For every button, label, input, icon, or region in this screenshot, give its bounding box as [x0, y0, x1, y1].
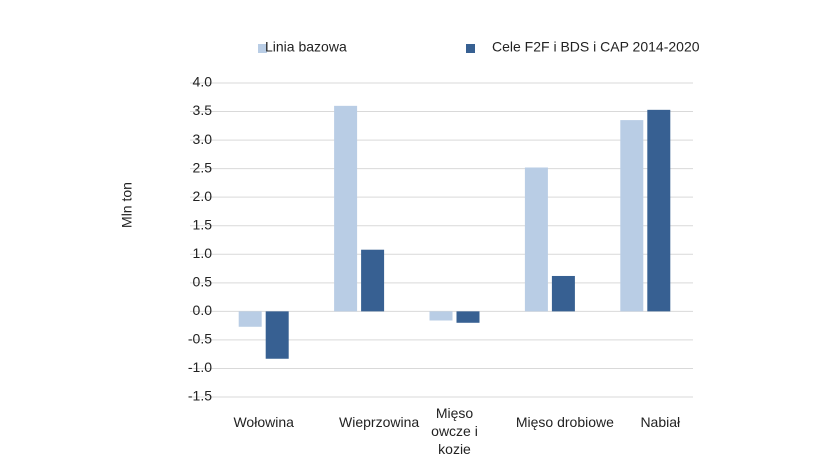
bar [361, 249, 385, 312]
y-tick-label: 0.5 [193, 274, 213, 290]
y-tick-label: -1.5 [188, 388, 212, 404]
bar [620, 120, 644, 312]
bar [524, 167, 548, 312]
y-tick-label: 4.0 [193, 74, 213, 90]
y-tick-label: 3.0 [193, 131, 213, 147]
y-axis-label: Mln ton [119, 182, 135, 228]
x-tick-label: Wieprzowina [339, 414, 420, 430]
bar [238, 311, 262, 327]
y-tick-label: 3.5 [193, 102, 213, 118]
y-tick-label: 2.0 [193, 188, 213, 204]
legend-swatch [466, 44, 475, 53]
y-tick-label: 1.0 [193, 245, 213, 261]
y-tick-label: -0.5 [188, 331, 212, 347]
y-tick-label: 2.5 [193, 159, 213, 175]
x-tick-label: Mięso owcze i kozie [431, 405, 478, 457]
x-tick-label: Nabiał [640, 414, 681, 430]
bar [647, 109, 671, 312]
x-tick-label: Wołowina [233, 414, 294, 430]
x-tick-label: Mięso drobiowe [515, 414, 614, 430]
bar [429, 311, 453, 321]
y-tick-label: 0.0 [193, 302, 213, 318]
y-tick-label: 1.5 [193, 216, 213, 232]
bar [334, 105, 358, 312]
bar [551, 275, 575, 312]
legend-label: Cele F2F i BDS i CAP 2014-2020 [492, 39, 700, 55]
legend-label: Linia bazowa [265, 39, 347, 55]
legend-swatch [258, 44, 267, 53]
bar [456, 311, 480, 323]
y-tick-label: -1.0 [188, 359, 212, 375]
bar [265, 311, 289, 359]
